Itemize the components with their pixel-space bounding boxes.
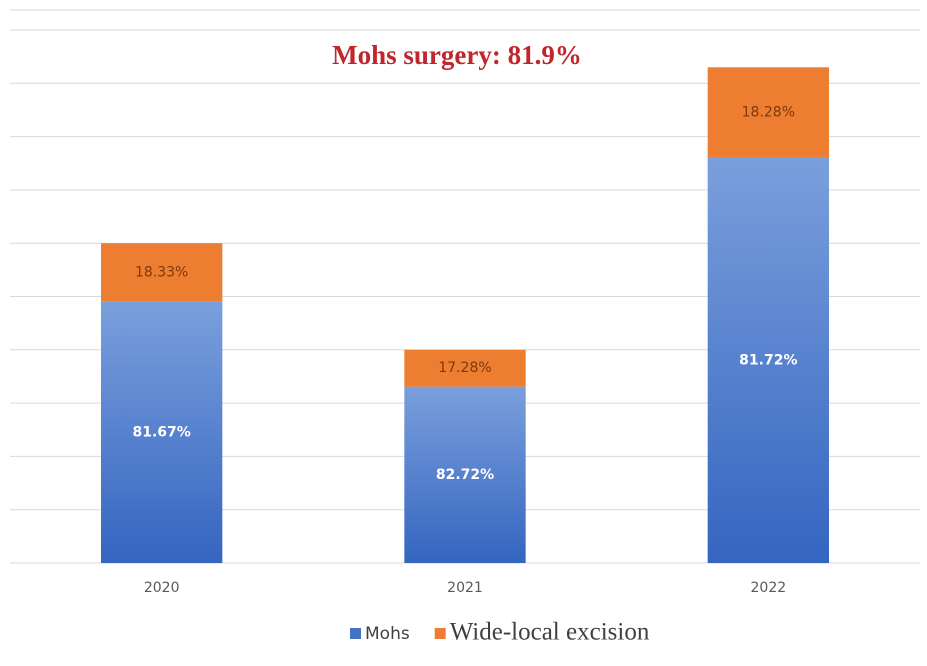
bar-segment <box>404 349 526 387</box>
x-tick-label: 2021 <box>447 580 483 596</box>
bar-segment <box>404 386 526 563</box>
legend-label: Wide-local excision <box>450 619 650 646</box>
legend-swatch <box>350 628 361 639</box>
x-tick-label: 2022 <box>751 580 787 596</box>
bar-segment <box>101 243 223 302</box>
bar-segment <box>707 67 829 158</box>
annotation: Mohs surgery: 81.9% <box>332 40 582 70</box>
x-tick-label: 2020 <box>144 580 180 596</box>
data-label: 17.28% <box>438 360 491 376</box>
legend-label: Mohs <box>365 624 410 644</box>
data-label: 81.72% <box>739 352 797 368</box>
data-label: 18.28% <box>742 105 795 121</box>
legend-swatch <box>434 628 446 639</box>
data-label: 18.33% <box>135 265 188 281</box>
data-label: 81.67% <box>133 424 191 440</box>
bar-segment <box>101 301 223 563</box>
data-label: 82.72% <box>436 467 494 483</box>
bar-segment <box>707 157 829 564</box>
